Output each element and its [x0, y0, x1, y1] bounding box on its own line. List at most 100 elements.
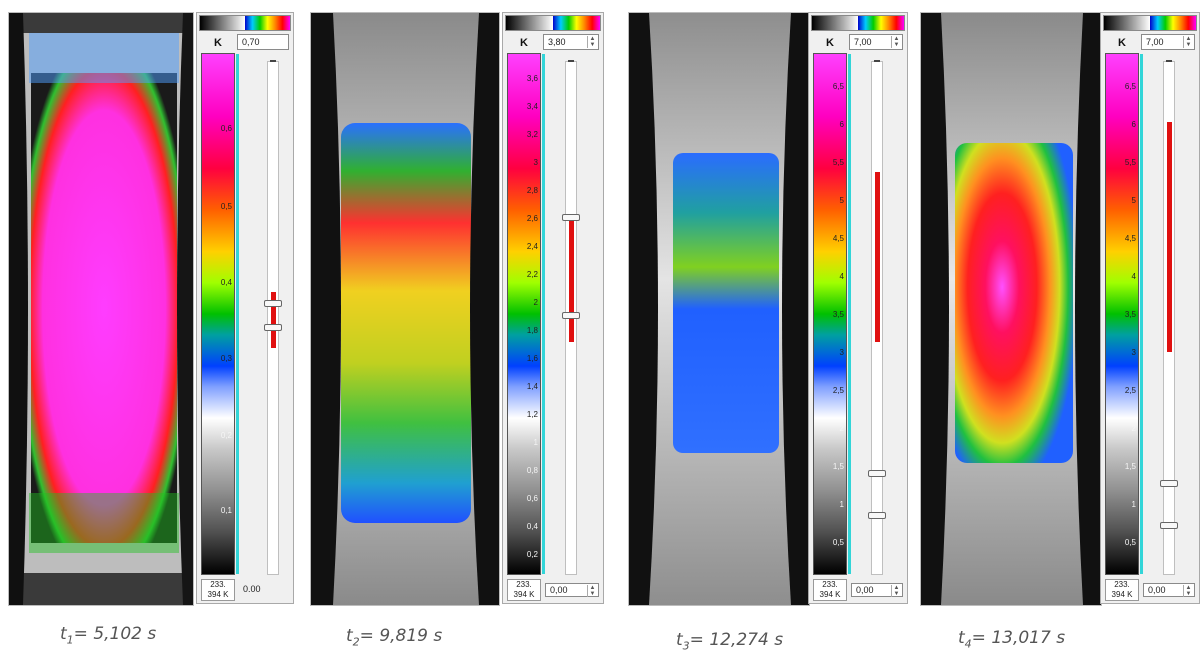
scale-label: 1,2: [526, 410, 538, 419]
min-value-field[interactable]: 0,00 ▲ ▼: [851, 583, 903, 597]
palette-selector[interactable]: [505, 15, 601, 31]
range-slider-track[interactable]: [1160, 60, 1178, 575]
color-scale-bar: 0,6 0,5 0,4 0,3 0,2 0,1: [201, 53, 239, 575]
scale-label: 5,5: [832, 158, 844, 167]
colorscale-panel-t2: K 3,80 ▲ ▼ 3,6 3,4 3,2 3 2,8 2,6 2,4 2,2 2…: [502, 12, 604, 604]
time-caption-t1: t1= 5,102 s: [60, 624, 157, 647]
range-handle-top[interactable]: [264, 300, 282, 307]
time-caption-t3: t3= 12,274 s: [676, 630, 784, 653]
color-scale-bar: 3,6 3,4 3,2 3 2,8 2,6 2,4 2,2 2 1,8 1,6 …: [507, 53, 545, 575]
scale-label: 4,5: [1124, 234, 1136, 243]
scale-label: 0,4: [526, 522, 538, 531]
thermogram-image-t1: [8, 12, 194, 606]
palette-selector[interactable]: [811, 15, 905, 31]
scale-label: 1: [1131, 500, 1136, 509]
scale-label: 0,8: [526, 466, 538, 475]
unit-label: K: [214, 37, 222, 49]
max-value-field[interactable]: 7,00 ▲ ▼: [849, 34, 903, 50]
time-caption-t4: t4= 13,017 s: [958, 628, 1066, 651]
scale-label: 2,2: [526, 270, 538, 279]
scale-label: 2,5: [832, 386, 844, 395]
scale-label: 3,5: [832, 310, 844, 319]
unit-label: K: [520, 37, 528, 49]
range-handle-top[interactable]: [868, 470, 886, 477]
range-slider-track[interactable]: [264, 60, 282, 575]
max-value-field[interactable]: 7,00 ▲ ▼: [1141, 34, 1195, 50]
max-value-field[interactable]: 0,70: [237, 34, 289, 50]
scale-label: 5,5: [1124, 158, 1136, 167]
thermogram-image-t4: [920, 12, 1102, 606]
range-handle-top[interactable]: [562, 214, 580, 221]
thermogram-image-t2: [310, 12, 500, 606]
scale-label: 2,6: [526, 214, 538, 223]
palette-selector[interactable]: [1103, 15, 1197, 31]
range-handle-bottom[interactable]: [264, 324, 282, 331]
thermogram-frame-t2: K 3,80 ▲ ▼ 3,6 3,4 3,2 3 2,8 2,6 2,4 2,2 2…: [308, 0, 618, 655]
colorscale-panel-t4: K 7,00 ▲ ▼ 6,5 6 5,5 5 4,5 4 3,5 3 2,5 2 1…: [1100, 12, 1200, 604]
range-handle-bottom[interactable]: [562, 312, 580, 319]
min-temperature-label: 233. 394 K: [1105, 579, 1139, 601]
unit-label: K: [826, 37, 834, 49]
thermogram-frame-t4: K 7,00 ▲ ▼ 6,5 6 5,5 5 4,5 4 3,5 3 2,5 2 1…: [914, 0, 1204, 655]
scale-label: 0,5: [220, 202, 232, 211]
max-value-field[interactable]: 3,80 ▲ ▼: [543, 34, 599, 50]
scale-label: 0,2: [220, 431, 232, 440]
scale-label: 3,5: [1124, 310, 1136, 319]
scale-label: 1,5: [832, 462, 844, 471]
scale-label: 0,6: [526, 494, 538, 503]
scale-label: 1: [839, 500, 844, 509]
min-temperature-label: 233. 394 K: [507, 579, 541, 601]
color-scale-bar: 6,5 6 5,5 5 4,5 4 3,5 3 2,5 2 1,5 1 0,5: [1105, 53, 1143, 575]
colorscale-panel-t1: K 0,70 0,6 0,5 0,4 0,3 0,2 0,1 233. 394 K…: [196, 12, 294, 604]
scale-label: 3: [533, 158, 538, 167]
scale-label: 2: [1131, 424, 1136, 433]
scale-label: 0,2: [526, 550, 538, 559]
min-value-field[interactable]: 0,00 ▲ ▼: [1143, 583, 1195, 597]
scale-label: 4: [839, 272, 844, 281]
min-temperature-label: 233. 394 K: [813, 579, 847, 601]
scale-label: 3,6: [526, 74, 538, 83]
range-handle-top[interactable]: [1160, 480, 1178, 487]
colorscale-panel-t3: K 7,00 ▲ ▼ 6,5 6 5,5 5 4,5 4 3,5 3 2,5 2 1…: [808, 12, 908, 604]
scale-label: 2,4: [526, 242, 538, 251]
range-bar: [1167, 122, 1172, 352]
scale-label: 0,3: [220, 354, 232, 363]
range-bar: [875, 172, 880, 342]
range-bar: [271, 292, 276, 348]
scale-label: 1,6: [526, 354, 538, 363]
palette-selector[interactable]: [199, 15, 291, 31]
scale-label: 3: [839, 348, 844, 357]
scale-label: 4,5: [832, 234, 844, 243]
scale-label: 1: [533, 438, 538, 447]
scale-label: 6: [839, 120, 844, 129]
scale-label: 1,5: [1124, 462, 1136, 471]
scale-label: 3,4: [526, 102, 538, 111]
scale-label: 0,5: [1124, 538, 1136, 547]
unit-label: K: [1118, 37, 1126, 49]
scale-label: 5: [1131, 196, 1136, 205]
scale-label: 2,8: [526, 186, 538, 195]
range-bar: [569, 218, 574, 342]
color-scale-bar: 6,5 6 5,5 5 4,5 4 3,5 3 2,5 2 1,5 1 0,5: [813, 53, 851, 575]
time-caption-t2: t2= 9,819 s: [346, 626, 443, 649]
range-handle-bottom[interactable]: [1160, 522, 1178, 529]
thermogram-frame-t3: K 7,00 ▲ ▼ 6,5 6 5,5 5 4,5 4 3,5 3 2,5 2 1…: [622, 0, 914, 655]
scale-label: 0,6: [220, 124, 232, 133]
scale-label: 3,2: [526, 130, 538, 139]
thermogram-frame-t1: K 0,70 0,6 0,5 0,4 0,3 0,2 0,1 233. 394 K…: [0, 0, 310, 655]
scale-label: 0,4: [220, 278, 232, 287]
min-temperature-label: 233. 394 K: [201, 579, 235, 601]
scale-label: 6,5: [832, 82, 844, 91]
range-handle-bottom[interactable]: [868, 512, 886, 519]
range-slider-track[interactable]: [562, 60, 580, 575]
thermogram-image-t3: [628, 12, 810, 606]
range-slider-track[interactable]: [868, 60, 886, 575]
min-value-field[interactable]: 0.00: [243, 584, 261, 594]
min-value-field[interactable]: 0,00 ▲ ▼: [545, 583, 599, 597]
scale-label: 1,4: [526, 382, 538, 391]
scale-label: 2: [839, 424, 844, 433]
scale-label: 4: [1131, 272, 1136, 281]
scale-label: 6,5: [1124, 82, 1136, 91]
scale-label: 2,5: [1124, 386, 1136, 395]
scale-label: 5: [839, 196, 844, 205]
